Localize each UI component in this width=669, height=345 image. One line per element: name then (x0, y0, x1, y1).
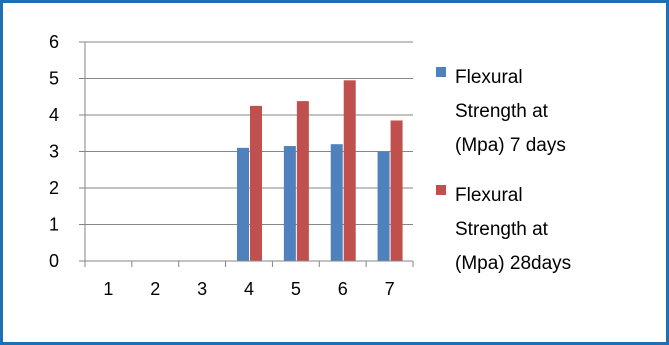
bar-series-2-cat-6 (343, 80, 356, 261)
x-tick-label: 4 (244, 279, 254, 299)
x-tick-label: 5 (291, 279, 301, 299)
y-tick-label: 2 (49, 178, 59, 198)
x-tick-labels: 1 2 3 4 5 6 7 (103, 279, 394, 299)
bar-chart: 0 1 2 3 4 5 6 1 2 3 4 5 6 7 Flexural Strength at (Mpa)… (49, 32, 571, 299)
bar-series-1-cat-4 (237, 147, 249, 261)
x-tick-label: 7 (385, 279, 395, 299)
legend-label-1: (Mpa) 7 days (455, 135, 566, 156)
y-tick-label: 5 (49, 69, 59, 89)
x-tick-label: 3 (197, 279, 207, 299)
legend-label-2: (Mpa) 28days (455, 253, 571, 274)
x-tick-label: 1 (103, 279, 113, 299)
legend-label-1: Strength at (455, 101, 549, 122)
x-tick-label: 6 (338, 279, 348, 299)
legend-swatch-1 (436, 67, 446, 77)
legend-swatch-2 (436, 185, 446, 195)
y-tick-label: 4 (49, 105, 59, 125)
legend-label-2: Strength at (455, 219, 549, 240)
y-tick-labels: 0 1 2 3 4 5 6 (49, 32, 59, 271)
bar-series-2-cat-5 (296, 101, 309, 261)
legend: Flexural Strength at (Mpa) 7 days Flexural S… (436, 67, 571, 274)
bar-series-2-cat-7 (390, 120, 403, 261)
legend-label-2: Flexural (455, 185, 523, 206)
y-tick-label: 0 (49, 251, 59, 271)
bars-group (237, 80, 403, 261)
legend-label-1: Flexural (455, 67, 523, 88)
x-tick-label: 2 (150, 279, 160, 299)
y-tick-label: 3 (49, 142, 59, 162)
y-tick-label: 6 (49, 32, 59, 52)
bar-series-1-cat-7 (377, 151, 390, 261)
y-tick-label: 1 (49, 215, 59, 235)
axes (79, 41, 414, 267)
bar-series-1-cat-5 (283, 146, 296, 261)
bar-series-1-cat-6 (330, 144, 343, 261)
bar-series-2-cat-4 (250, 105, 262, 261)
